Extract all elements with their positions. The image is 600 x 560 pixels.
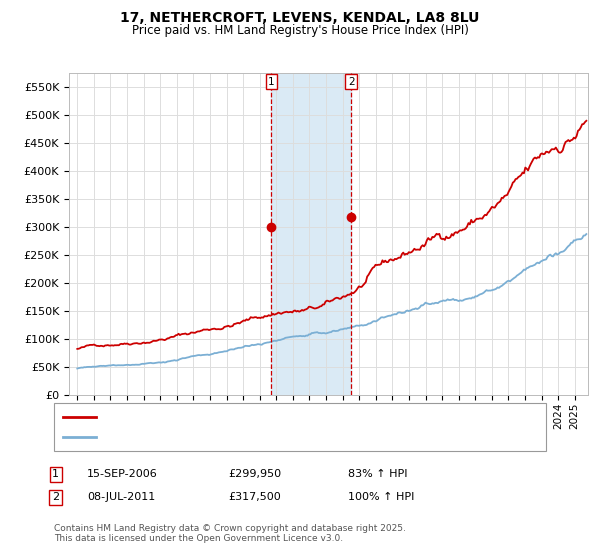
Text: £299,950: £299,950 [228, 469, 281, 479]
Text: 08-JUL-2011: 08-JUL-2011 [87, 492, 155, 502]
Text: HPI: Average price, semi-detached house, Westmorland and Furness: HPI: Average price, semi-detached house,… [105, 432, 462, 442]
Text: 1: 1 [52, 469, 59, 479]
Text: 15-SEP-2006: 15-SEP-2006 [87, 469, 158, 479]
Text: 2: 2 [348, 77, 355, 87]
Text: 17, NETHERCROFT, LEVENS, KENDAL, LA8 8LU (semi-detached house): 17, NETHERCROFT, LEVENS, KENDAL, LA8 8LU… [105, 412, 469, 422]
Text: 83% ↑ HPI: 83% ↑ HPI [348, 469, 407, 479]
Text: 1: 1 [268, 77, 275, 87]
Text: Price paid vs. HM Land Registry's House Price Index (HPI): Price paid vs. HM Land Registry's House … [131, 24, 469, 37]
Text: 2: 2 [52, 492, 59, 502]
Text: 100% ↑ HPI: 100% ↑ HPI [348, 492, 415, 502]
Text: Contains HM Land Registry data © Crown copyright and database right 2025.
This d: Contains HM Land Registry data © Crown c… [54, 524, 406, 543]
Text: £317,500: £317,500 [228, 492, 281, 502]
Bar [271, 73, 351, 395]
Text: 17, NETHERCROFT, LEVENS, KENDAL, LA8 8LU: 17, NETHERCROFT, LEVENS, KENDAL, LA8 8LU [121, 11, 479, 25]
